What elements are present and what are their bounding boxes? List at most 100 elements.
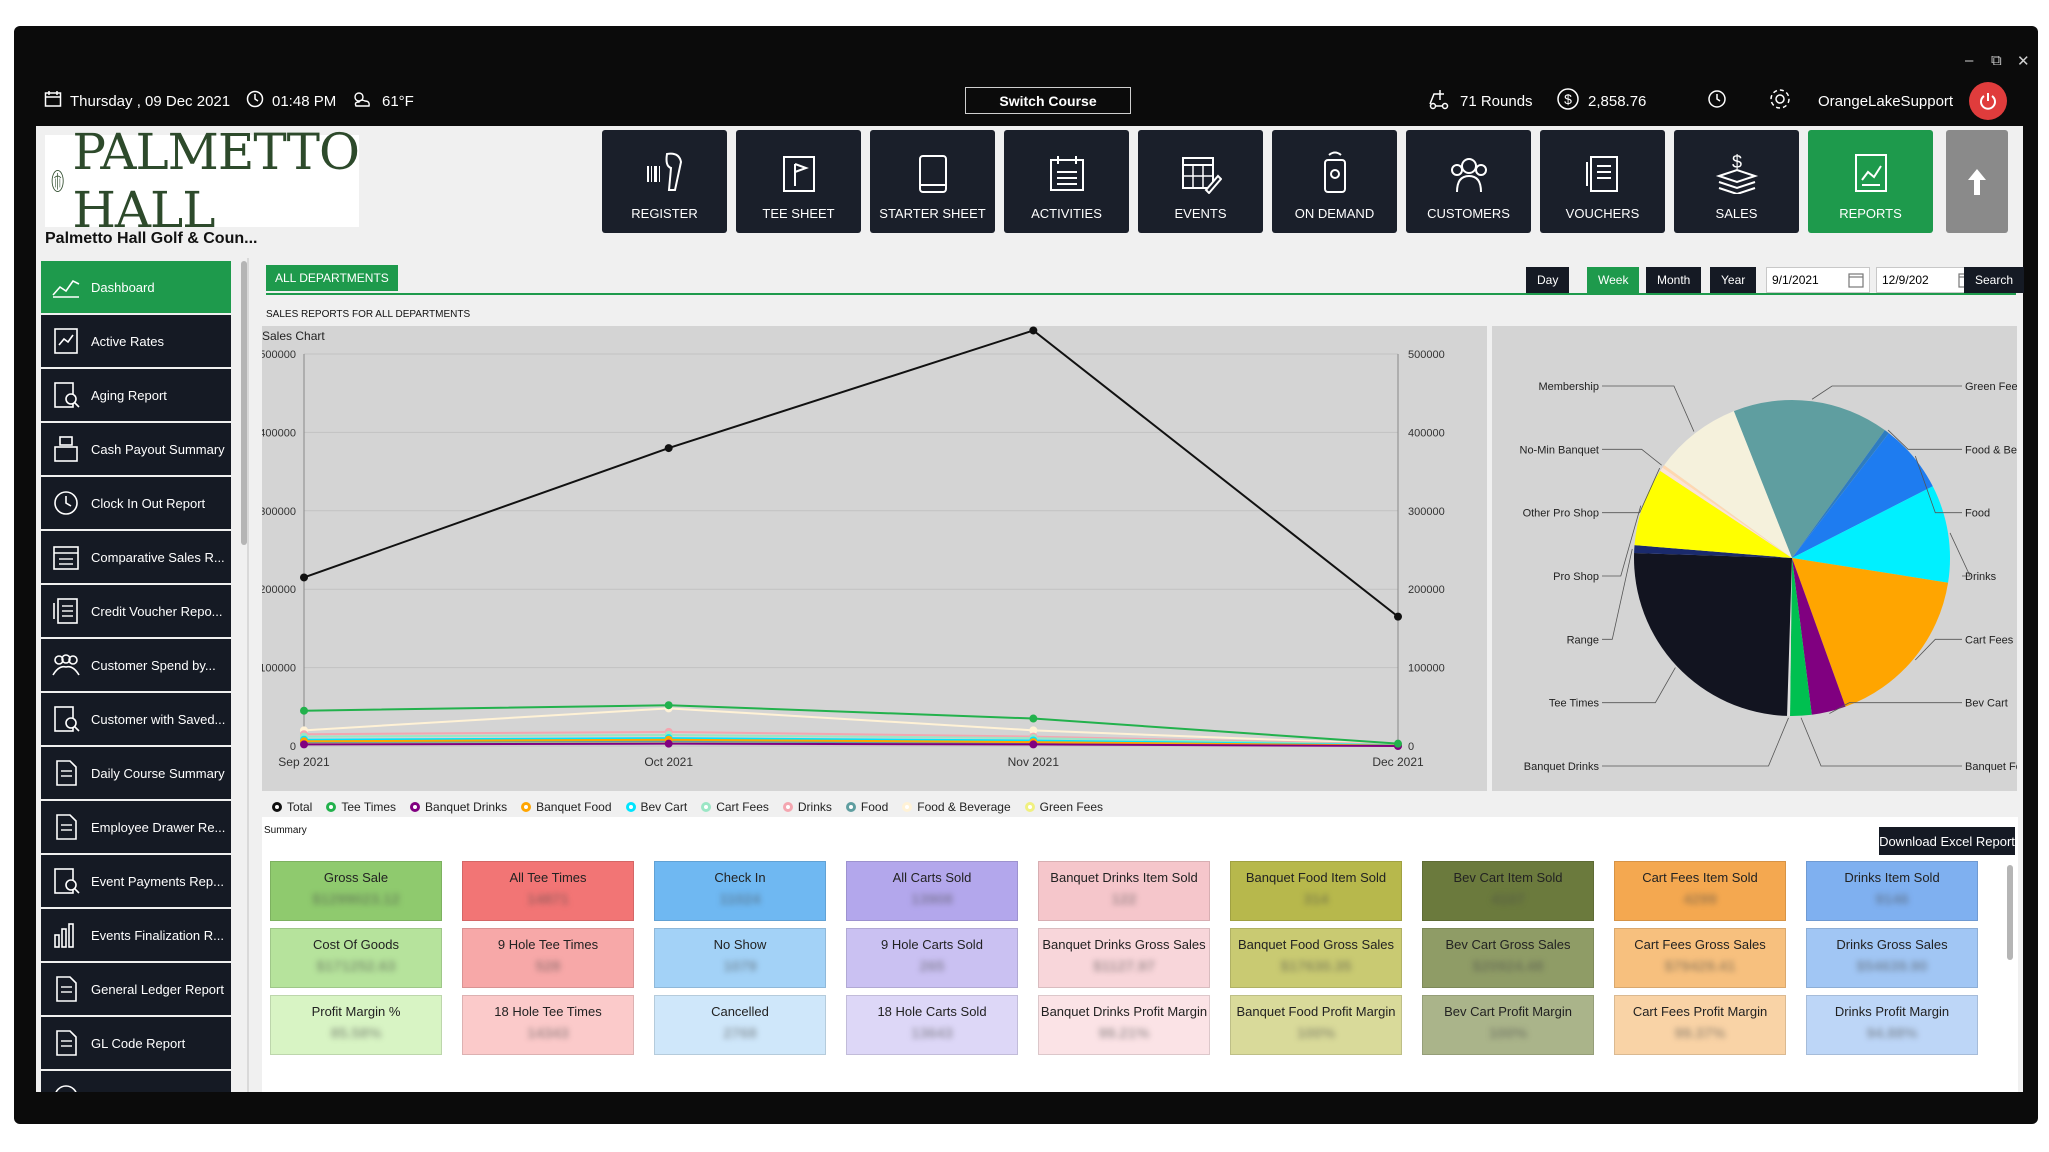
- pie-slice[interactable]: [1792, 433, 1933, 558]
- legend-item[interactable]: Drinks: [782, 800, 832, 814]
- nav-vouchers[interactable]: VOUCHERS: [1540, 130, 1665, 233]
- nav-sales[interactable]: $ SALES: [1674, 130, 1799, 233]
- data-point[interactable]: [1029, 726, 1038, 735]
- sidebar-item-dashboard[interactable]: Dashboard: [41, 261, 231, 313]
- data-point[interactable]: [300, 573, 308, 582]
- pie-label: No-Min Banquet: [1520, 444, 1600, 456]
- legend-item[interactable]: Green Fees: [1024, 800, 1103, 814]
- legend-marker: [1024, 802, 1035, 812]
- report-chart-icon: [1854, 154, 1887, 192]
- golf-cart-icon: [1426, 88, 1452, 114]
- pie-slice[interactable]: [1664, 411, 1792, 558]
- nav-on-demand[interactable]: ON DEMAND: [1272, 130, 1397, 233]
- nav-customers[interactable]: CUSTOMERS: [1406, 130, 1531, 233]
- user-name[interactable]: OrangeLakeSupport: [1818, 92, 1954, 110]
- chart-title: Sales Chart: [262, 329, 325, 343]
- summary-card-label: Cost Of Goods: [313, 937, 399, 952]
- logout-button[interactable]: [1969, 76, 2007, 126]
- legend-item[interactable]: Bev Cart: [625, 800, 687, 814]
- data-point[interactable]: [1029, 714, 1038, 723]
- summary-scrollbar[interactable]: [2007, 865, 2013, 960]
- collapse-nav-button[interactable]: [1946, 130, 2008, 233]
- legend-item[interactable]: Food: [845, 800, 888, 814]
- legend-item[interactable]: Total: [272, 800, 312, 814]
- data-point[interactable]: [1029, 326, 1038, 335]
- period-year-button[interactable]: Year: [1710, 267, 1757, 293]
- pie-slice[interactable]: [1634, 553, 1792, 716]
- data-point[interactable]: [1029, 740, 1038, 749]
- nav-activities[interactable]: ACTIVITIES: [1004, 130, 1129, 233]
- pie-slice[interactable]: [1660, 467, 1792, 558]
- settings-button[interactable]: [1768, 76, 1792, 126]
- pie-slice[interactable]: [1792, 558, 1846, 715]
- sidebar-item-credit-voucher-report[interactable]: Credit Voucher Repo...: [41, 585, 231, 637]
- data-point[interactable]: [664, 739, 673, 748]
- sidebar-item-label: Credit Voucher Repo...: [91, 603, 223, 619]
- sidebar-scrollbar[interactable]: [241, 261, 247, 545]
- period-week-button[interactable]: Week: [1587, 267, 1640, 293]
- restore-button[interactable]: ⧉: [1991, 52, 2002, 69]
- pie-slice[interactable]: [1792, 486, 1950, 583]
- search-button[interactable]: Search: [1964, 267, 2025, 293]
- data-point[interactable]: [664, 701, 673, 710]
- legend-item[interactable]: Banquet Food: [521, 800, 612, 814]
- palmetto-crest-icon: [51, 170, 64, 192]
- nav-tee-sheet[interactable]: TEE SHEET: [736, 130, 861, 233]
- period-day-button[interactable]: Day: [1526, 267, 1570, 293]
- sidebar-item-comparative-sales[interactable]: Comparative Sales R...: [41, 531, 231, 583]
- nav-reports[interactable]: REPORTS: [1808, 130, 1933, 233]
- sidebar-item-clock-in-out-report[interactable]: Clock In Out Report: [41, 477, 231, 529]
- summary-card-label: 9 Hole Carts Sold: [881, 937, 983, 952]
- sidebar-item-employee-drawer[interactable]: Employee Drawer Re...: [41, 801, 231, 853]
- users-icon: [1450, 158, 1487, 193]
- data-point[interactable]: [300, 706, 308, 715]
- pie-slice[interactable]: [1634, 470, 1792, 558]
- nav-register[interactable]: REGISTER: [602, 130, 727, 233]
- pie-slice[interactable]: [1792, 430, 1889, 558]
- history-button[interactable]: [1707, 76, 1727, 126]
- summary-card-label: Banquet Drinks Profit Margin: [1040, 1004, 1208, 1019]
- calendar-picker-icon[interactable]: [1848, 272, 1864, 291]
- legend-marker: [782, 802, 793, 812]
- data-point[interactable]: [1394, 612, 1402, 621]
- sidebar-item-events-finalization[interactable]: Events Finalization R...: [41, 909, 231, 961]
- legend-label: Banquet Drinks: [425, 800, 508, 814]
- sidebar-item-customer-with-saved[interactable]: Customer with Saved...: [41, 693, 231, 745]
- sidebar-item-active-rates[interactable]: Active Rates: [41, 315, 231, 367]
- sidebar-item-partial[interactable]: [41, 1071, 231, 1092]
- pie-slice[interactable]: [1733, 400, 1885, 558]
- start-date-input[interactable]: 9/1/2021: [1766, 267, 1870, 293]
- pie-slice[interactable]: [1790, 558, 1812, 716]
- nav-on-demand-label: ON DEMAND: [1294, 206, 1375, 221]
- data-point[interactable]: [664, 444, 673, 453]
- period-month-button[interactable]: Month: [1646, 267, 1702, 293]
- legend-item[interactable]: Tee Times: [326, 800, 396, 814]
- download-excel-button[interactable]: Download Excel Report: [1879, 827, 2015, 855]
- nav-starter-sheet[interactable]: STARTER SHEET: [870, 130, 995, 233]
- sidebar-item-general-ledger[interactable]: General Ledger Report: [41, 963, 231, 1015]
- pie-slice[interactable]: [1634, 545, 1792, 558]
- legend-label: Food & Beverage: [917, 800, 1011, 814]
- sidebar-item-daily-course-summary[interactable]: Daily Course Summary: [41, 747, 231, 799]
- minimize-button[interactable]: –: [1965, 52, 1974, 69]
- summary-card-value: 14343: [527, 1025, 569, 1042]
- data-point[interactable]: [300, 740, 308, 749]
- pie-slice[interactable]: [1792, 558, 1949, 707]
- legend-item[interactable]: Food & Beverage: [902, 800, 1011, 814]
- pie-slice[interactable]: [1787, 558, 1792, 716]
- nav-events[interactable]: EVENTS: [1138, 130, 1263, 233]
- end-date-input[interactable]: 12/9/202: [1876, 267, 1980, 293]
- sidebar-item-cash-payout-summary[interactable]: Cash Payout Summary: [41, 423, 231, 475]
- sidebar-item-event-payments[interactable]: Event Payments Rep...: [41, 855, 231, 907]
- pie-slice[interactable]: [1662, 465, 1792, 558]
- close-window-button[interactable]: ✕: [2017, 53, 2030, 70]
- switch-course-button[interactable]: Switch Course: [965, 87, 1131, 114]
- sidebar-item-gl-code-report[interactable]: GL Code Report: [41, 1017, 231, 1069]
- sidebar-item-aging-report[interactable]: Aging Report: [41, 369, 231, 421]
- sidebar-item-customer-spend[interactable]: Customer Spend by...: [41, 639, 231, 691]
- legend-item[interactable]: Cart Fees: [701, 800, 769, 814]
- data-point[interactable]: [1394, 739, 1402, 748]
- department-filter-button[interactable]: ALL DEPARTMENTS: [266, 265, 398, 291]
- users-icon: [52, 654, 80, 676]
- legend-item[interactable]: Banquet Drinks: [410, 800, 507, 814]
